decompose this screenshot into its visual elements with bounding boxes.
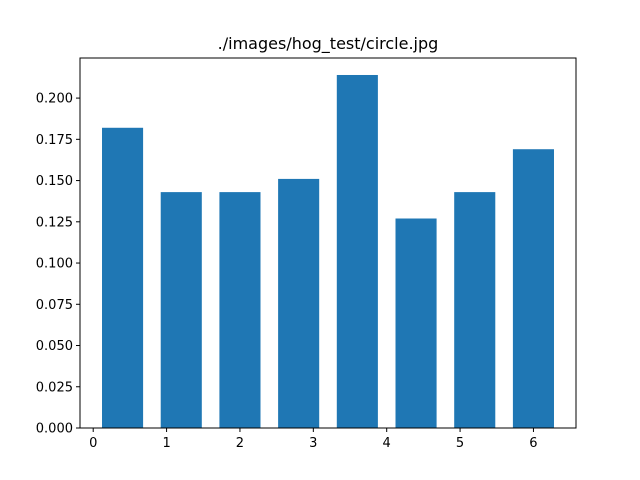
bar-4 — [336, 74, 378, 429]
y-tick-label: 0.100 — [36, 257, 73, 272]
y-tick-label: 0.025 — [36, 380, 73, 395]
bar-5 — [395, 218, 437, 428]
axes-layer: 0.000 0.025 0.050 0.075 0.100 0.125 0.150 0.175… — [36, 57, 577, 451]
y-tick-label: 0.200 — [36, 92, 73, 107]
bar-7 — [512, 149, 554, 428]
x-tick-label: 0 — [89, 436, 97, 451]
bar-3 — [278, 178, 320, 428]
x-tick-label: 3 — [309, 436, 317, 451]
y-tick-label: 0.150 — [36, 174, 73, 189]
x-tick-label: 4 — [383, 436, 391, 451]
chart-title: ./images/hog_test/circle.jpg — [218, 34, 439, 54]
x-tick-label: 5 — [456, 436, 464, 451]
y-tick-label: 0.075 — [36, 298, 73, 313]
bar-1 — [160, 192, 202, 428]
bar-2 — [219, 192, 261, 428]
y-tick-label: 0.175 — [36, 133, 73, 148]
y-tick-label: 0.000 — [36, 422, 73, 437]
bar-0 — [102, 127, 144, 428]
x-tick-label: 2 — [236, 436, 244, 451]
bars-layer — [102, 74, 554, 429]
x-tick-label: 6 — [529, 436, 537, 451]
y-tick-label: 0.050 — [36, 339, 73, 354]
y-tick-label: 0.125 — [36, 215, 73, 230]
x-tick-label: 1 — [162, 436, 170, 451]
plot-frame — [79, 57, 577, 429]
bar-6 — [454, 192, 496, 428]
